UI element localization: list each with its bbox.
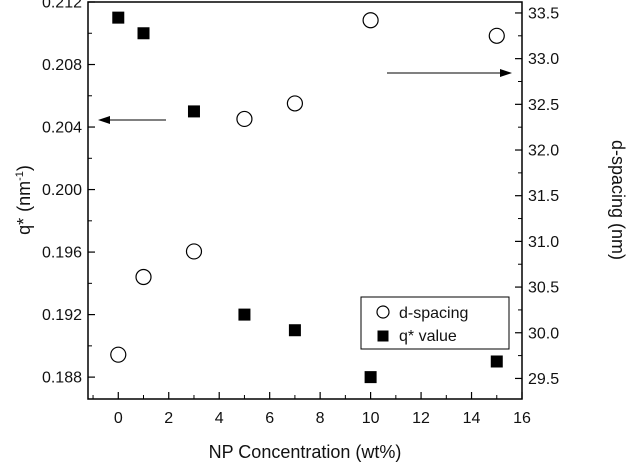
x-tick-label: 6 [265, 410, 274, 427]
d-spacing-point [362, 12, 379, 29]
y-right-tick-label: 32.5 [528, 97, 559, 114]
x-tick-label: 2 [164, 410, 173, 427]
x-tick-label: 16 [513, 410, 531, 427]
left-y-axis-title-main: q* [14, 218, 34, 235]
legend-circle-marker [376, 305, 390, 319]
legend-box [360, 296, 510, 350]
plot-frame [87, 1, 523, 400]
x-tick-label: 8 [316, 410, 325, 427]
y-left-tick-label: 0.208 [42, 57, 82, 74]
x-tick-label: 12 [412, 410, 430, 427]
y-right-tick-label: 30.5 [528, 280, 559, 297]
q-value-point [112, 11, 125, 24]
d-spacing-point [236, 110, 253, 128]
legend: d-spacing q* value [360, 296, 510, 350]
q-value-point [288, 324, 301, 337]
left-y-axis-title-unit: (nm [14, 181, 34, 212]
q-value-point [137, 27, 150, 40]
q-value-point [364, 371, 377, 384]
y-left-tick-label: 0.188 [42, 370, 82, 387]
y-left-tick-label: 0.196 [42, 245, 82, 262]
x-tick-label: 4 [215, 410, 224, 427]
y-left-tick-label: 0.212 [42, 0, 82, 12]
legend-label-q-value: q* value [399, 328, 457, 345]
y-right-tick-label: 32.0 [528, 143, 559, 160]
right-y-axis-ticks: 29.5 30.0 30.5 31.0 31.5 32.0 32.5 33.0 33.5 [515, 5, 559, 388]
left-y-axis-title-exponent: -1 [14, 171, 26, 181]
y-left-tick-label: 0.204 [42, 120, 82, 137]
left-y-axis-title-close: ) [14, 165, 34, 171]
y-right-tick-label: 31.0 [528, 234, 559, 251]
d-spacing-point [185, 243, 203, 260]
d-spacing-point [488, 27, 505, 44]
right-axis-arrow-head [500, 69, 512, 77]
y-right-tick-label: 31.5 [528, 188, 559, 205]
y-right-tick-label: 29.5 [528, 371, 559, 388]
q-value-point [187, 105, 200, 118]
left-y-axis-title: q* (nm-1) [14, 165, 34, 235]
x-axis-ticks: 0 2 4 6 8 10 12 14 16 [92, 392, 531, 427]
right-y-axis-title: d-spacing (nm) [608, 140, 628, 260]
left-y-axis-ticks: 0.188 0.192 0.196 0.200 0.204 0.208 0.212 [42, 0, 95, 387]
y-right-tick-label: 33.5 [528, 5, 559, 22]
left-axis-arrow-head [98, 116, 110, 124]
q-value-point [490, 355, 503, 368]
d-spacing-point [110, 346, 127, 363]
y-left-tick-label: 0.192 [42, 307, 82, 324]
x-tick-label: 10 [362, 410, 380, 427]
legend-label-d-spacing: d-spacing [399, 305, 468, 322]
y-left-tick-label: 0.200 [42, 182, 82, 199]
axis-arrows [98, 69, 512, 124]
y-right-tick-label: 30.0 [528, 325, 559, 342]
d-spacing-point [286, 95, 304, 112]
x-axis-title: NP Concentration (wt%) [209, 442, 402, 462]
x-tick-label: 14 [463, 410, 481, 427]
data-points [110, 11, 505, 384]
d-spacing-point [135, 268, 152, 286]
y-right-tick-label: 33.0 [528, 51, 559, 68]
x-tick-label: 0 [114, 410, 123, 427]
q-value-point [238, 308, 251, 321]
legend-square-marker [377, 330, 389, 342]
